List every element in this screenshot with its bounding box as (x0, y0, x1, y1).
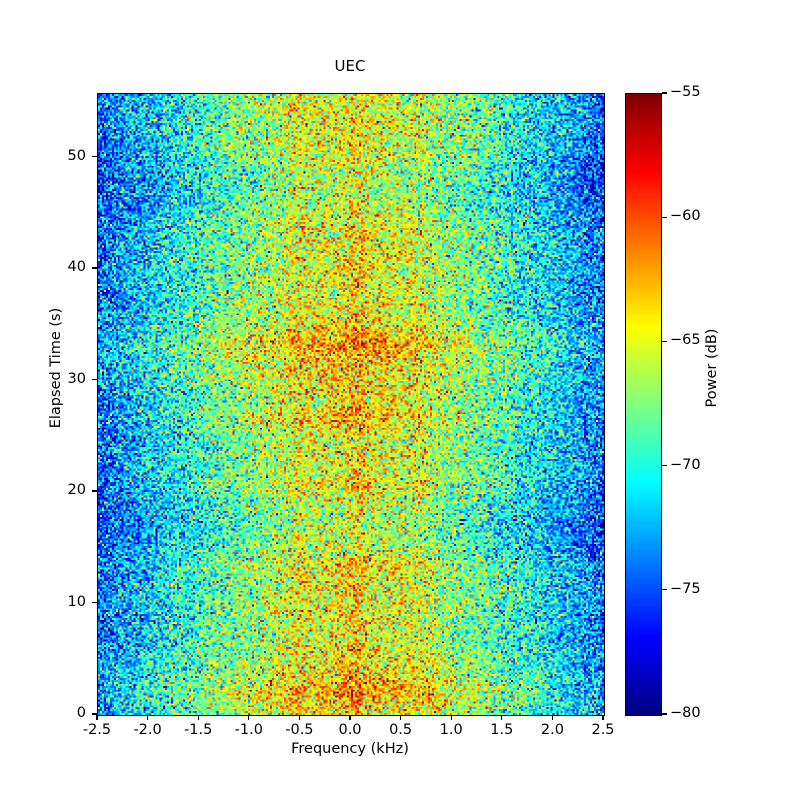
colorbar (625, 93, 662, 716)
colorbar-tick-mark (662, 92, 667, 94)
colorbar-tick-mark (662, 340, 667, 343)
x-tick-mark (197, 715, 199, 720)
colorbar-tick-mark (662, 464, 667, 467)
y-tick-label: 30 (67, 370, 86, 387)
y-tick-label: 40 (67, 259, 86, 276)
colorbar-gradient (626, 94, 661, 715)
colorbar-label: Power (dB) (704, 328, 720, 408)
y-tick-label: 20 (67, 482, 86, 499)
title-line-station: UEC (334, 57, 366, 75)
y-tick-mark (92, 267, 97, 269)
x-tick-mark (501, 715, 503, 720)
x-tick-mark (146, 715, 149, 720)
x-tick-mark (248, 715, 250, 720)
y-tick-label: 0 (76, 705, 86, 721)
colorbar-tick-mark (662, 589, 667, 591)
colorbar-tick-label: −60 (670, 208, 701, 225)
y-tick-mark (92, 155, 97, 158)
y-tick-mark (92, 713, 97, 715)
x-tick-label: -1.5 (184, 722, 213, 738)
x-tick-mark (399, 715, 402, 720)
x-tick-mark (298, 715, 301, 720)
spectrogram-plot-area (97, 93, 605, 716)
colorbar-tick-label: −55 (670, 84, 701, 100)
x-tick-label: -0.5 (285, 722, 314, 738)
x-tick-mark (349, 715, 351, 720)
y-tick-label: 50 (67, 147, 86, 164)
x-tick-label: 0.5 (389, 722, 413, 738)
y-tick-mark (92, 378, 97, 381)
x-tick-mark (551, 715, 554, 720)
x-tick-label: 1.0 (439, 722, 463, 738)
x-tick-label: 2.5 (591, 722, 615, 738)
colorbar-tick-mark (662, 216, 667, 218)
colorbar-tick-label: −80 (670, 705, 701, 721)
x-tick-label: 0.0 (338, 722, 362, 738)
x-tick-mark (96, 715, 98, 720)
x-tick-label: -2.5 (82, 722, 112, 738)
y-tick-mark (92, 601, 97, 604)
colorbar-tick-mark (662, 713, 667, 715)
x-tick-label: 1.5 (490, 722, 514, 738)
x-tick-label: -1.0 (234, 722, 263, 738)
x-tick-mark (450, 715, 452, 720)
colorbar-tick-label: −65 (670, 332, 701, 349)
x-axis-label: Frequency (kHz) (291, 741, 409, 757)
colorbar-tick-label: −70 (670, 456, 701, 473)
x-tick-label: 2.0 (540, 722, 564, 738)
y-axis-label: Elapsed Time (s) (48, 307, 64, 429)
y-tick-label: 10 (67, 593, 86, 610)
y-tick-mark (92, 490, 97, 492)
spectrogram-image (98, 94, 604, 715)
x-tick-label: -2.0 (133, 722, 162, 738)
x-tick-mark (602, 715, 604, 720)
colorbar-tick-label: −75 (670, 580, 701, 597)
